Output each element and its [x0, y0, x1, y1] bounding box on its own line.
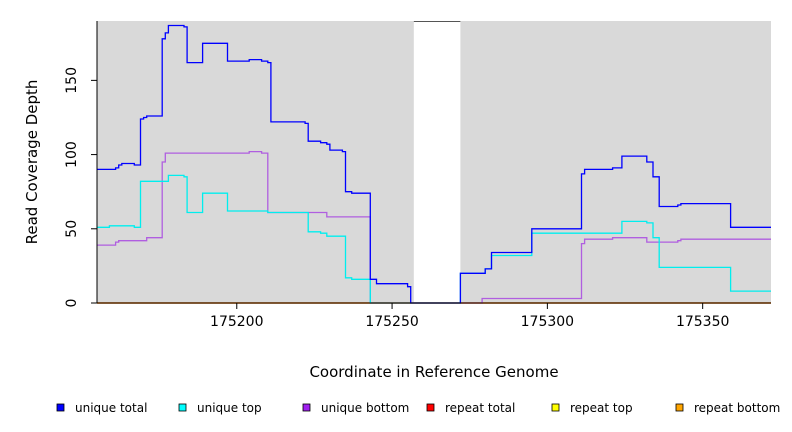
legend-swatch: [426, 403, 435, 412]
legend-label: unique bottom: [321, 401, 409, 415]
legend-item-unique-bottom: unique bottom: [302, 401, 409, 415]
x-tick-label: 175250: [365, 314, 418, 330]
series-unique-top: [97, 174, 771, 304]
excluded-region: [413, 21, 461, 303]
x-tick-label: 175350: [676, 314, 729, 330]
y-tick-label: 50: [64, 220, 80, 238]
legend-item-repeat-top: repeat top: [551, 401, 633, 415]
legend-item-repeat-total: repeat total: [426, 401, 515, 415]
legend-swatch: [56, 403, 65, 412]
x-tick-label: 175200: [210, 314, 263, 330]
series-unique-bottom: [97, 150, 771, 304]
legend: unique total unique top unique bottom repea…: [56, 401, 780, 415]
series-unique-total: [97, 24, 771, 304]
legend-label: repeat total: [445, 401, 515, 415]
legend-item-repeat-bottom: repeat bottom: [675, 401, 780, 415]
legend-swatch: [551, 403, 560, 412]
excluded-region-band: [413, 21, 461, 303]
legend-swatch: [675, 403, 684, 412]
y-tick-label: 0: [64, 299, 80, 308]
legend-item-unique-total: unique total: [56, 401, 147, 415]
legend-label: unique total: [75, 401, 147, 415]
legend-label: unique top: [197, 401, 262, 415]
x-tick-label: 175300: [521, 314, 574, 330]
legend-swatch: [302, 403, 311, 412]
x-axis-title: Coordinate in Reference Genome: [309, 363, 558, 381]
legend-label: repeat top: [570, 401, 633, 415]
y-axis-title: Read Coverage Depth: [23, 80, 41, 245]
y-tick-label: 100: [64, 141, 80, 168]
legend-swatch: [178, 403, 187, 412]
legend-label: repeat bottom: [694, 401, 780, 415]
axes: 175200 175250 175300 175350 0 50 100 150: [64, 21, 771, 330]
y-tick-label: 150: [64, 67, 80, 94]
legend-item-unique-top: unique top: [178, 401, 262, 415]
